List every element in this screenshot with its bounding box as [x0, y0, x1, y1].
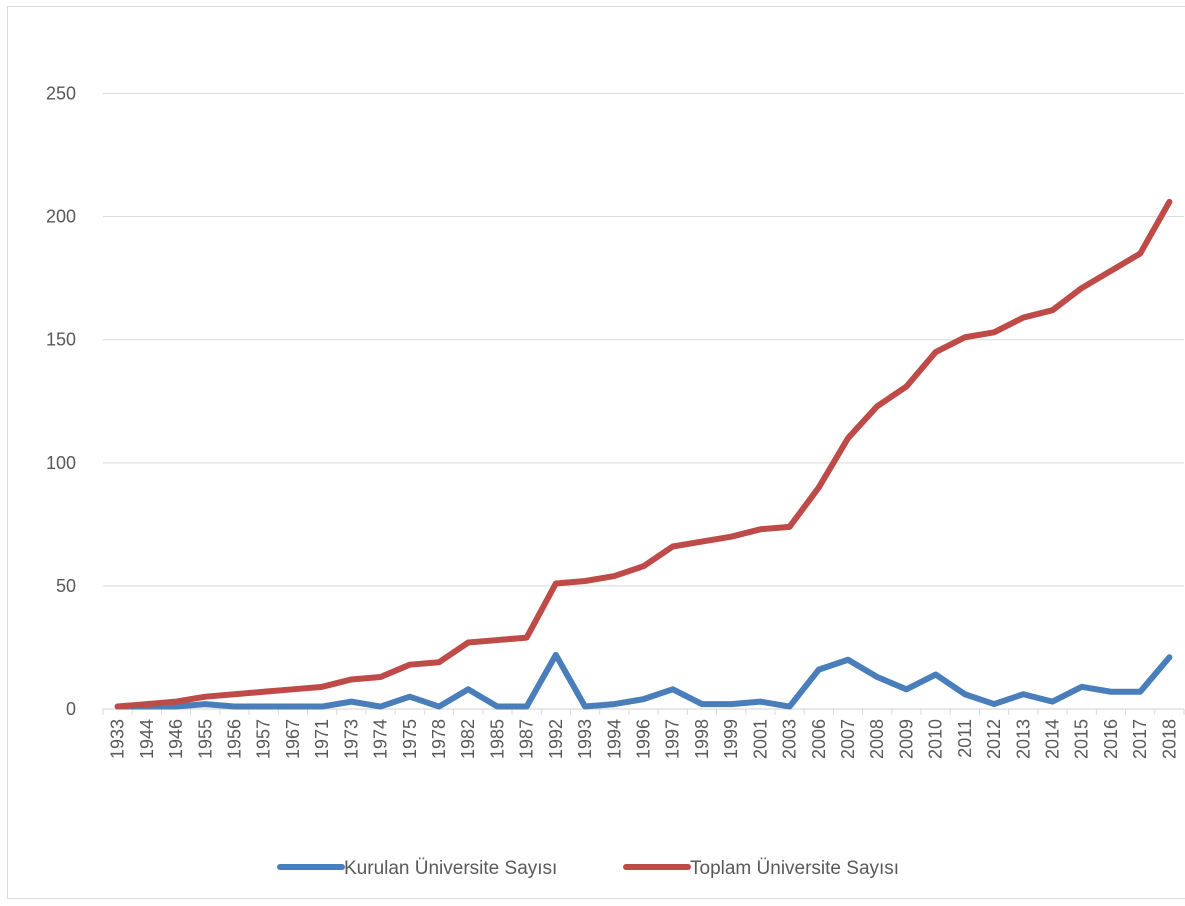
- y-tick-label-50: 50: [56, 576, 76, 596]
- x-tick-label-2016: 2016: [1101, 719, 1121, 759]
- x-tick-label-2012: 2012: [984, 719, 1004, 759]
- x-tick-label-1993: 1993: [575, 719, 595, 759]
- x-axis: 1933 1944 1946 1955 1956 1957 1967 1971 1973 1974…: [102, 708, 1185, 759]
- x-tick-label-2015: 2015: [1072, 719, 1092, 759]
- y-axis: 0 50 100 150 200 250: [46, 84, 76, 719]
- legend-label-1: Kurulan Üniversite Sayısı: [344, 858, 557, 879]
- legend-label-2: Toplam Üniversite Sayısı: [690, 858, 899, 879]
- y-tick-label-250: 250: [46, 84, 76, 104]
- x-tick-label-1955: 1955: [195, 719, 215, 759]
- x-tick-label-2007: 2007: [838, 719, 858, 759]
- x-tick-label-2008: 2008: [867, 719, 887, 759]
- x-tick-label-2010: 2010: [926, 719, 946, 759]
- y-tick-label-150: 150: [46, 330, 76, 350]
- series-lines: [114, 198, 1173, 710]
- x-tick-label-1975: 1975: [400, 719, 420, 759]
- x-tick-label-1973: 1973: [341, 719, 361, 759]
- y-tick-label-0: 0: [66, 699, 76, 719]
- chart-frame: 0 50 100 150 200 250 1933 1944 1946 1955 1956 1957…: [7, 6, 1185, 899]
- x-tick-label-1956: 1956: [224, 719, 244, 759]
- x-tick-label-2003: 2003: [780, 719, 800, 759]
- x-tick-label-1967: 1967: [283, 719, 303, 759]
- x-tick-label-1957: 1957: [254, 719, 274, 759]
- x-tick-label-2011: 2011: [955, 719, 975, 758]
- x-tick-label-2018: 2018: [1159, 719, 1179, 759]
- x-tick-label-1992: 1992: [546, 719, 566, 759]
- x-tick-label-1996: 1996: [634, 719, 654, 759]
- x-tick-label-1946: 1946: [166, 719, 186, 759]
- series-line-2: [114, 198, 1173, 710]
- line-chart: 0 50 100 150 200 250 1933 1944 1946 1955 1956 1957…: [46, 84, 1185, 879]
- x-tick-label-1978: 1978: [429, 719, 449, 759]
- x-tick-label-1985: 1985: [487, 719, 507, 759]
- y-tick-label-100: 100: [46, 453, 76, 473]
- x-tick-label-1944: 1944: [137, 719, 157, 759]
- x-tick-label-2009: 2009: [896, 719, 916, 759]
- x-tick-label-1982: 1982: [458, 719, 478, 759]
- x-tick-label-1987: 1987: [517, 719, 537, 759]
- x-tick-label-2006: 2006: [809, 719, 829, 759]
- x-tick-label-1933: 1933: [108, 719, 128, 759]
- x-tick-label-2014: 2014: [1043, 719, 1063, 759]
- series-line-1: [114, 651, 1173, 710]
- x-tick-label-1997: 1997: [663, 719, 683, 759]
- legend: Kurulan Üniversite Sayısı Toplam Üniversi…: [277, 858, 899, 879]
- y-tick-label-200: 200: [46, 207, 76, 227]
- x-tick-label-1971: 1971: [312, 719, 332, 759]
- x-tick-label-2017: 2017: [1130, 719, 1150, 759]
- x-tick-label-1999: 1999: [721, 719, 741, 759]
- x-tick-label-1994: 1994: [604, 719, 624, 759]
- x-tick-label-1998: 1998: [692, 719, 712, 759]
- x-tick-label-2013: 2013: [1013, 719, 1033, 759]
- x-tick-label-2001: 2001: [750, 719, 770, 759]
- gridlines: [103, 93, 1184, 587]
- x-tick-label-1974: 1974: [371, 719, 391, 759]
